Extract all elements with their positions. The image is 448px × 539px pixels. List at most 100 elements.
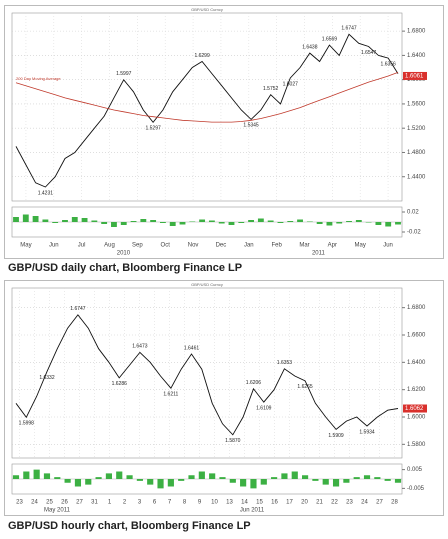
indicator-bar (346, 221, 352, 222)
annotation: 1.5297 (145, 126, 161, 132)
indicator-bar (257, 218, 264, 222)
caption: GBP/USD daily chart, Bloomberg Finance L… (8, 262, 243, 274)
last-price-label: 1.6062 (405, 406, 424, 412)
last-price-box (403, 71, 427, 80)
indicator-bar (74, 479, 82, 487)
x-tick-label: Jul (78, 243, 86, 249)
indicator-bar (64, 479, 71, 483)
x-group-label: 2010 (117, 251, 131, 257)
x-tick-label: 23 (16, 500, 23, 506)
indicator-bar (81, 218, 88, 222)
indicator-bar (384, 479, 391, 481)
indicator-bar (136, 479, 143, 481)
indicator-bar (374, 477, 381, 479)
y-tick-label: 1.5600 (407, 102, 426, 108)
y-tick-label: 1.5200 (407, 126, 426, 132)
y-tick-label: 1.4800 (407, 150, 426, 156)
x-tick-label: 6 (153, 500, 157, 506)
caption: GBP/USD hourly chart, Bloomberg Finance … (8, 520, 251, 532)
annotation: 1.6353 (277, 360, 293, 366)
indicator-bar (248, 220, 255, 222)
indicator-bar (130, 221, 137, 222)
indicator-bar (91, 220, 98, 222)
y-tick-label: 1.6800 (407, 305, 426, 311)
indicator-bar (218, 222, 225, 224)
y-tick-label: 1.6800 (407, 29, 426, 35)
indicator-bar (322, 479, 329, 485)
x-tick-label: 31 (91, 500, 98, 506)
indicator-bar (267, 220, 274, 222)
indicator-bar (316, 222, 323, 224)
y2-tick-label: 0.02 (407, 210, 419, 216)
x-tick-label: 8 (183, 500, 187, 506)
indicator-bar (240, 479, 247, 487)
y-tick-label: 1.6600 (407, 333, 426, 339)
x-tick-label: May (355, 243, 366, 249)
indicator-bar (271, 477, 278, 479)
indicator-bar (43, 473, 51, 479)
annotation: 1.5752 (263, 86, 279, 92)
x-tick-label: 20 (301, 500, 308, 506)
price-line (15, 314, 399, 436)
indicator-bar (32, 216, 39, 222)
chart-panel: 1.4400 1.4800 1.5200 1.5600 1.6000 1.6400 1.68… (4, 5, 444, 259)
x-tick-label: 24 (361, 500, 368, 506)
indicator-bar (287, 221, 294, 222)
annotation: 1.6286 (112, 381, 128, 387)
indicator-bar (140, 219, 147, 222)
x-tick-label: Mar (299, 243, 309, 249)
indicator-bar (157, 479, 164, 489)
x-tick-label: 26 (61, 500, 68, 506)
last-price-box (403, 404, 427, 413)
x-tick-label: Feb (271, 243, 282, 249)
annotation: 1.6027 (283, 81, 299, 87)
indicator-bar (302, 475, 309, 479)
annotation: 1.6569 (322, 36, 338, 42)
indicator-bar (23, 471, 30, 479)
annotation: 1.6206 (246, 380, 262, 386)
indicator-bar (42, 219, 49, 222)
x-tick-label: May (20, 243, 31, 249)
x-tick-label: 27 (76, 500, 83, 506)
x-tick-label: 22 (331, 500, 338, 506)
indicator-bar (52, 222, 59, 223)
x-group-label: May 2011 (44, 508, 71, 514)
frame (4, 280, 444, 516)
indicator-bar (277, 222, 284, 223)
indicator-bar (281, 473, 288, 479)
indicator-bar (198, 471, 205, 479)
indicator-bar (394, 479, 402, 483)
indicator-bar (208, 220, 215, 222)
chart-panel: 1.5800 1.6000 1.6200 1.6400 1.6600 1.6800 0.00… (4, 280, 444, 516)
annotation: 1.6332 (39, 375, 55, 381)
indicator-bar (159, 222, 166, 223)
annotation: 1.6547 (361, 50, 377, 56)
indicator-bar (209, 473, 216, 479)
x-tick-label: Aug (104, 243, 115, 249)
indicator-bar (71, 217, 78, 222)
indicator-bar (228, 222, 235, 225)
indicator-bar (332, 479, 340, 487)
x-group-label: 2011 (312, 251, 326, 257)
x-tick-label: Jun (383, 243, 393, 249)
indicator-bar (336, 222, 343, 224)
indicator-bar (178, 479, 185, 481)
x-tick-label: 2 (123, 500, 127, 506)
annotation: 1.6265 (297, 384, 313, 390)
x-tick-label: 17 (286, 500, 293, 506)
y2-tick-label: 0.005 (407, 467, 423, 473)
indicator-bar (219, 477, 226, 479)
indicator-bar (238, 222, 245, 223)
x-tick-label: 3 (138, 500, 142, 506)
indicator-bar (297, 219, 303, 222)
indicator-bar (250, 479, 257, 489)
indicator-bar (199, 219, 206, 222)
y-tick-label: 1.6400 (407, 53, 426, 59)
indicator-bar (355, 220, 362, 222)
annotation: 1.5870 (225, 438, 241, 444)
x-tick-label: Apr (328, 243, 337, 249)
x-tick-label: 27 (376, 500, 383, 506)
x-tick-label: 28 (391, 500, 398, 506)
y2-tick-label: -0.02 (407, 230, 421, 236)
series-title: GBP/USD Curncy (191, 7, 223, 12)
